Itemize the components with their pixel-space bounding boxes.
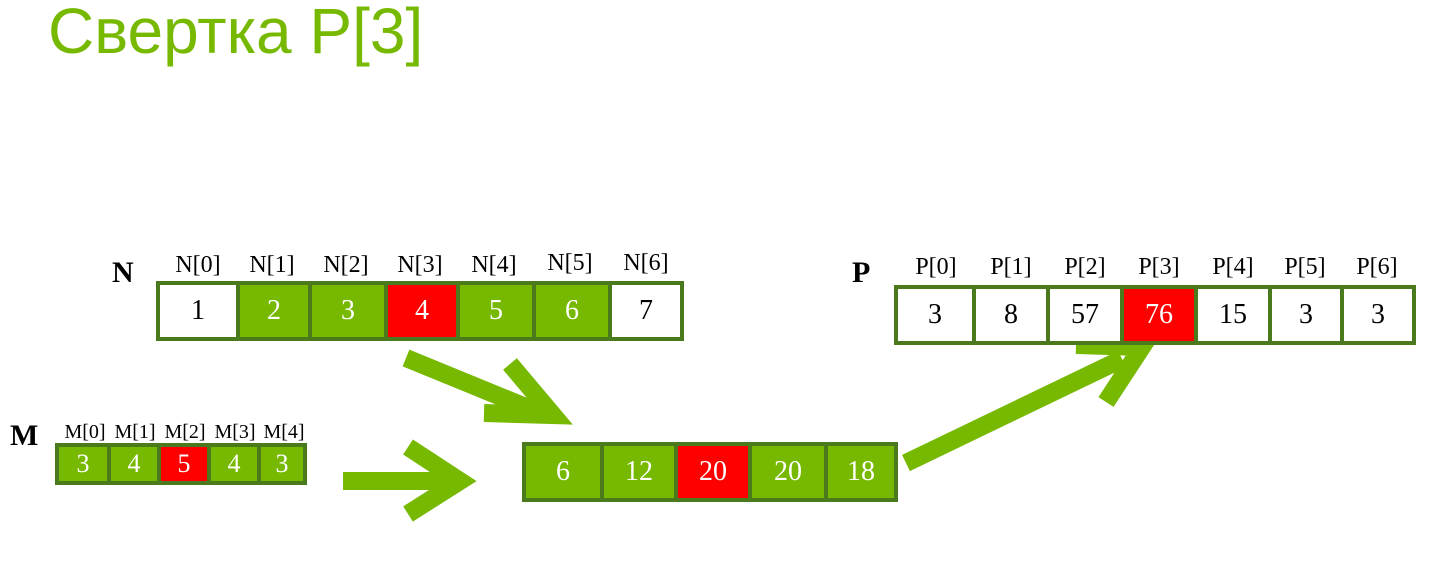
n-value-2: 3: [341, 295, 355, 326]
n-array: 1 2 3 4 5 6 7: [156, 281, 684, 341]
m-cell-0: 3: [59, 447, 107, 481]
p-index-0: P[0]: [915, 254, 957, 280]
n-value-5: 6: [565, 295, 579, 326]
p-cell-4: 15: [1194, 289, 1268, 341]
n-index-4: N[4]: [471, 252, 517, 278]
m-value-0: 3: [76, 449, 90, 478]
product-cell-0: 6: [526, 446, 600, 498]
product-cell-2: 20: [674, 446, 748, 498]
m-cell-2: 5: [157, 447, 207, 481]
p-index-4: P[4]: [1212, 254, 1254, 280]
arrow-n-to-products: [402, 349, 573, 425]
m-value-4: 3: [275, 449, 289, 478]
p-index-6: P[6]: [1356, 254, 1398, 280]
n-index-5: N[5]: [547, 250, 593, 276]
m-index-3: M[3]: [214, 421, 256, 443]
n-index-2: N[2]: [323, 252, 369, 278]
n-cell-6: 7: [608, 285, 680, 337]
product-value-0: 6: [556, 456, 570, 487]
products-array: 6 12 20 20 18: [522, 442, 898, 502]
m-index-4: M[4]: [263, 421, 305, 443]
p-index-5: P[5]: [1284, 254, 1326, 280]
n-cell-1: 2: [236, 285, 308, 337]
p-value-2: 57: [1071, 299, 1099, 330]
n-cell-3: 4: [384, 285, 456, 337]
p-cell-2: 57: [1046, 289, 1120, 341]
n-value-0: 1: [191, 295, 205, 326]
m-value-2: 5: [177, 449, 191, 478]
p-value-4: 15: [1219, 299, 1247, 330]
m-index-0: M[0]: [64, 421, 106, 443]
product-cell-4: 18: [824, 446, 894, 498]
n-value-1: 2: [267, 295, 281, 326]
p-value-1: 8: [1004, 299, 1018, 330]
arrow-m-to-products: [343, 439, 477, 522]
p-index-2: P[2]: [1064, 254, 1106, 280]
m-cell-1: 4: [107, 447, 157, 481]
product-cell-3: 20: [748, 446, 824, 498]
p-cell-3: 76: [1120, 289, 1194, 341]
n-value-4: 5: [489, 295, 503, 326]
m-index-2: M[2]: [164, 421, 206, 443]
n-value-3: 4: [415, 295, 429, 326]
n-index-1: N[1]: [249, 252, 295, 278]
n-cell-4: 5: [456, 285, 532, 337]
n-index-0: N[0]: [175, 252, 221, 278]
n-cell-0: 1: [160, 285, 236, 337]
product-value-4: 18: [847, 456, 875, 487]
p-index-3: P[3]: [1138, 254, 1180, 280]
n-index-6: N[6]: [623, 250, 669, 276]
m-array-label: M: [10, 419, 39, 452]
p-index-1: P[1]: [990, 254, 1032, 280]
m-array: 3 4 5 4 3: [55, 443, 307, 485]
p-cell-6: 3: [1340, 289, 1412, 341]
p-array: 3 8 57 76 15 3 3: [894, 285, 1416, 345]
p-value-6: 3: [1371, 299, 1385, 330]
product-value-3: 20: [774, 456, 802, 487]
m-index-1: M[1]: [114, 421, 156, 443]
m-value-3: 4: [227, 449, 241, 478]
m-value-1: 4: [127, 449, 141, 478]
p-array-label: P: [852, 256, 871, 289]
product-cell-1: 12: [600, 446, 674, 498]
n-value-6: 7: [639, 295, 653, 326]
p-value-5: 3: [1299, 299, 1313, 330]
p-value-0: 3: [928, 299, 942, 330]
n-array-label: N: [112, 256, 134, 289]
product-value-2: 20: [699, 456, 727, 487]
p-value-3: 76: [1145, 299, 1173, 330]
m-cell-3: 4: [207, 447, 257, 481]
n-index-3: N[3]: [397, 252, 443, 278]
p-cell-0: 3: [898, 289, 972, 341]
n-cell-2: 3: [308, 285, 384, 337]
n-cell-5: 6: [532, 285, 608, 337]
p-cell-1: 8: [972, 289, 1046, 341]
arrow-products-to-p: [902, 336, 1159, 472]
page-title: Свертка P[3]: [48, 0, 424, 67]
m-cell-4: 3: [257, 447, 303, 481]
p-cell-5: 3: [1268, 289, 1340, 341]
product-value-1: 12: [625, 456, 653, 487]
